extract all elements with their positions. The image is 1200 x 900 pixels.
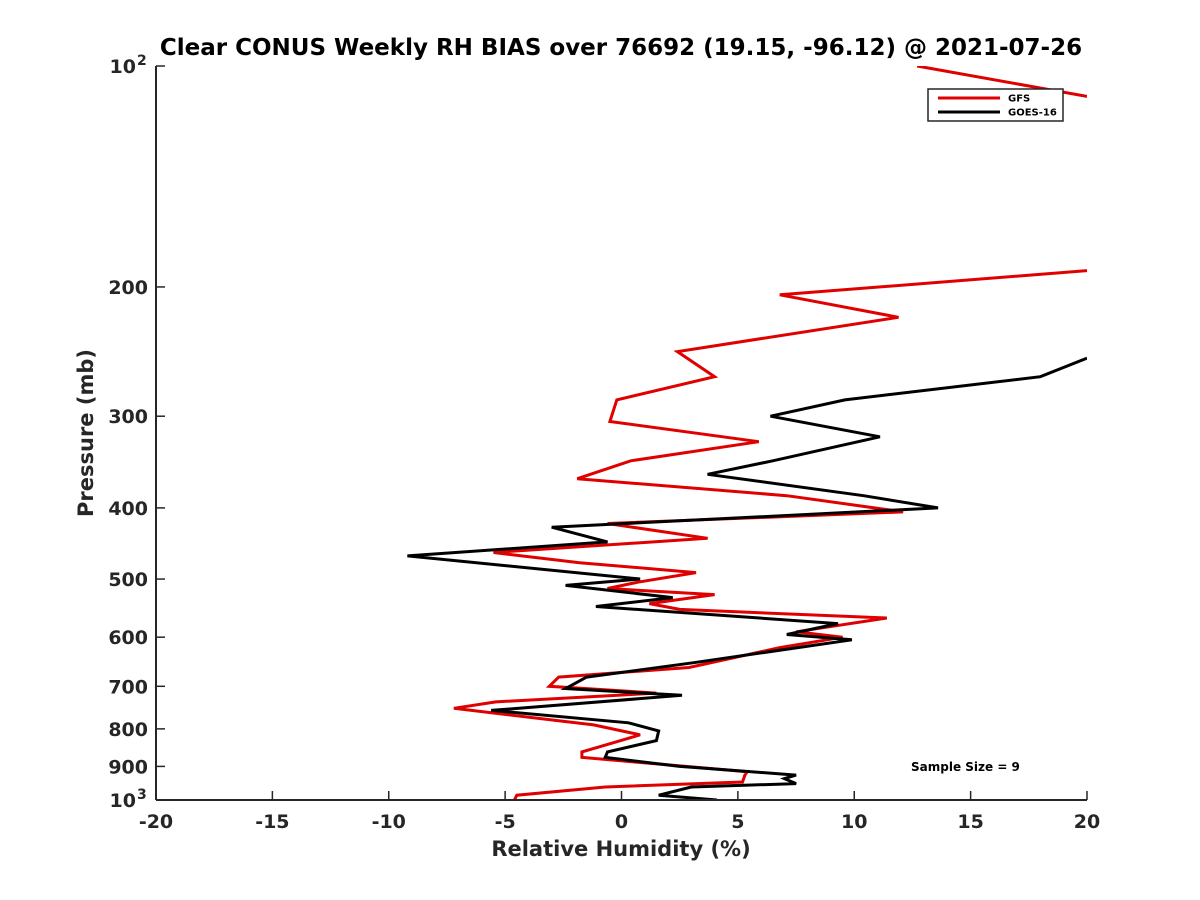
legend-label-gfs: GFS bbox=[1008, 94, 1030, 105]
series-line-gfs bbox=[453, 269, 1087, 800]
y-tick-label: 800 bbox=[108, 719, 148, 741]
x-tick-label: 20 bbox=[1074, 811, 1100, 833]
y-tick-exponent: 3 bbox=[137, 787, 147, 803]
y-tick-label: 500 bbox=[108, 569, 148, 591]
x-tick-label: -15 bbox=[255, 811, 289, 833]
y-tick-label: 10 bbox=[110, 790, 136, 812]
y-tick-label: 400 bbox=[108, 498, 148, 520]
x-tick-label: -20 bbox=[139, 811, 173, 833]
legend-label-goes-16: GOES-16 bbox=[1008, 108, 1057, 119]
x-tick-label: 0 bbox=[615, 811, 628, 833]
y-tick-label: 200 bbox=[108, 277, 148, 299]
x-ticks: -20 -15 -10 -5 0 5 10 15 20 bbox=[139, 791, 1100, 833]
y-tick-exponent: 2 bbox=[137, 53, 147, 69]
x-tick-label: -10 bbox=[372, 811, 406, 833]
series-line-goes-16 bbox=[407, 356, 1087, 800]
x-tick-label: 10 bbox=[841, 811, 867, 833]
x-tick-label: 15 bbox=[957, 811, 983, 833]
y-tick-label: 900 bbox=[108, 756, 148, 778]
x-axis-label: Relative Humidity (%) bbox=[491, 837, 750, 861]
legend-box bbox=[927, 88, 1064, 122]
series-layer bbox=[407, 66, 1087, 800]
chart-title: Clear CONUS Weekly RH BIAS over 76692 (1… bbox=[160, 35, 1082, 61]
x-tick-label: -5 bbox=[495, 811, 516, 833]
x-tick-label: 5 bbox=[731, 811, 744, 833]
y-tick-label: 600 bbox=[108, 627, 148, 649]
legend: GFS GOES-16 bbox=[927, 88, 1064, 122]
sample-size-annotation: Sample Size = 9 bbox=[911, 760, 1020, 774]
y-axis-label: Pressure (mb) bbox=[74, 349, 98, 517]
y-tick-label: 300 bbox=[108, 406, 148, 428]
y-tick-label: 10 bbox=[110, 56, 136, 78]
y-tick-label: 700 bbox=[108, 676, 148, 698]
